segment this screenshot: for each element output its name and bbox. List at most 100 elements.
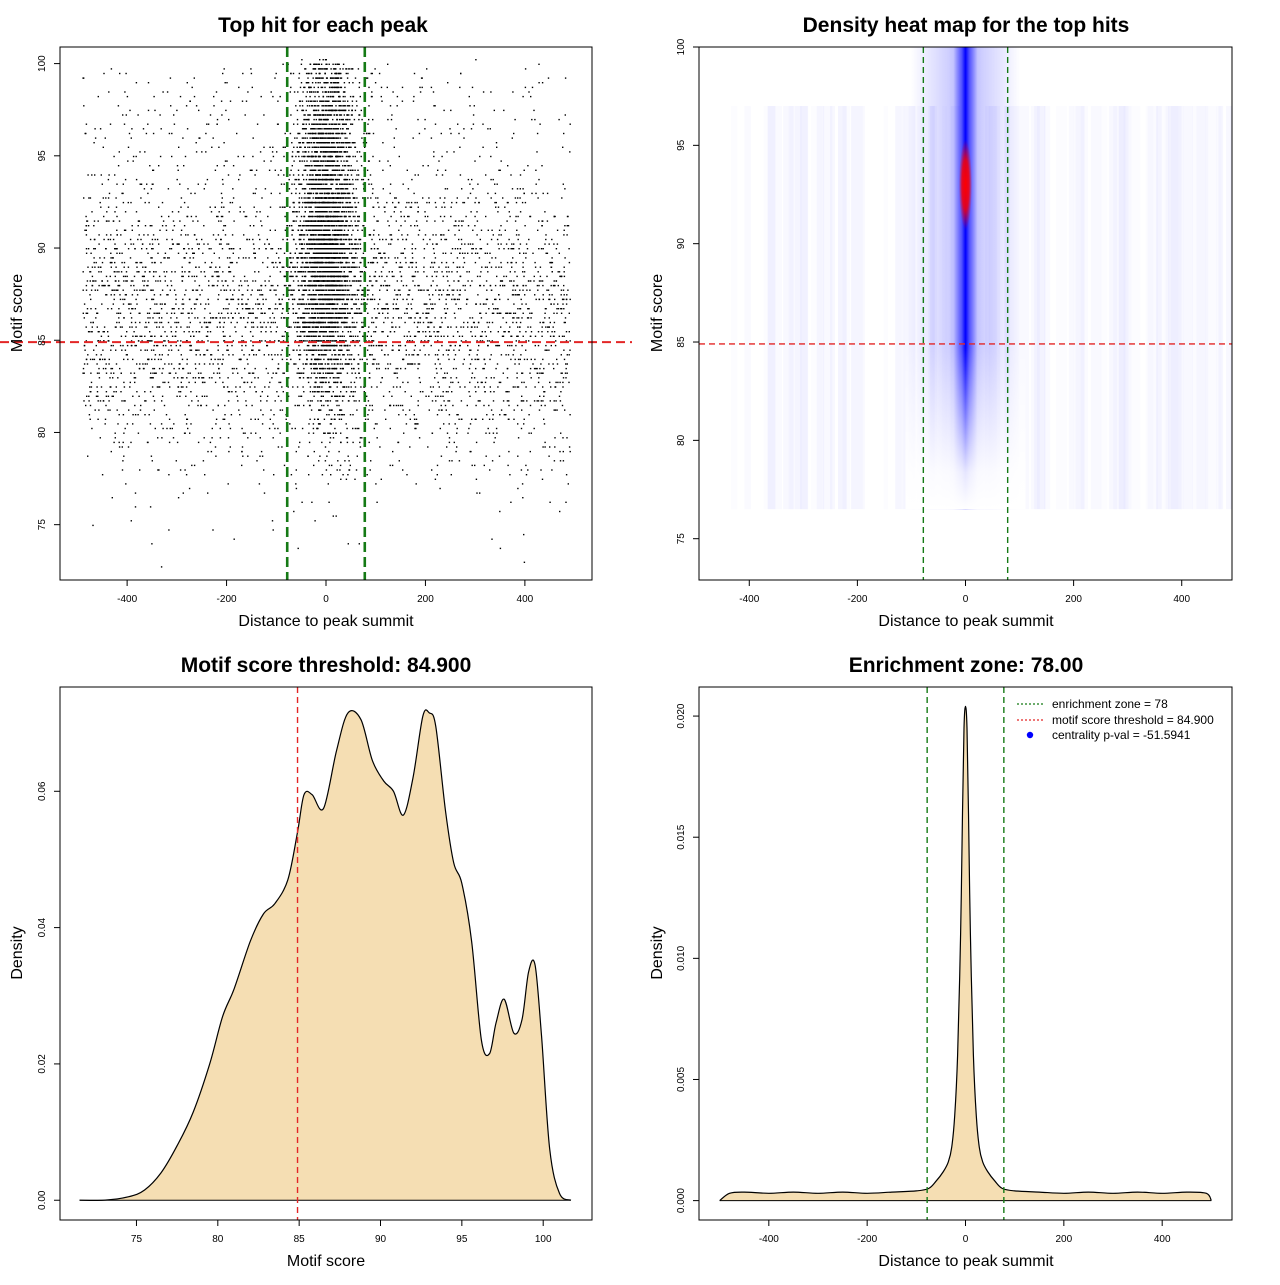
scatter-point: [390, 234, 393, 236]
scatter-point: [233, 289, 235, 291]
scatter-point: [502, 335, 504, 337]
scatter-point: [376, 501, 378, 503]
scatter-point: [209, 312, 211, 314]
scatter-point: [496, 146, 498, 148]
scatter-point: [487, 128, 489, 130]
scatter-point: [347, 206, 349, 208]
scatter-point: [442, 289, 445, 291]
scatter-point: [241, 335, 243, 337]
scatter-point: [395, 294, 397, 296]
scatter-point: [400, 275, 403, 278]
scatter-point: [238, 358, 240, 361]
scatter-point: [182, 137, 184, 139]
scatter-point: [548, 243, 550, 245]
scatter-point: [514, 358, 516, 361]
scatter-point: [475, 197, 477, 199]
scatter-point: [217, 404, 219, 407]
scatter-point: [448, 441, 451, 444]
scatter-point: [564, 317, 567, 319]
scatter-point: [381, 331, 383, 333]
scatter-point: [278, 257, 280, 259]
scatter-point: [478, 344, 480, 347]
scatter-point: [111, 395, 113, 397]
scatter-point: [513, 349, 515, 351]
scatter-point: [100, 271, 102, 273]
scatter-point: [99, 437, 101, 439]
scatter-point: [343, 123, 346, 125]
scatter-point: [506, 220, 508, 222]
scatter-point: [171, 132, 173, 135]
scatter-point: [181, 275, 183, 278]
scatter-point: [224, 414, 226, 416]
scatter-point: [530, 317, 532, 319]
scatter-point: [204, 381, 206, 384]
scatter-point: [277, 427, 279, 430]
scatter-point: [297, 174, 300, 176]
scatter-point: [367, 414, 369, 416]
scatter-point: [557, 303, 559, 305]
scatter-point: [371, 404, 373, 407]
scatter-point: [304, 340, 306, 342]
scatter-point: [522, 95, 524, 98]
scatter-point: [154, 354, 157, 356]
scatter-point: [355, 400, 357, 402]
scatter-point: [336, 257, 339, 259]
scatter-point: [114, 174, 116, 176]
scatter-point: [324, 109, 326, 112]
scatter-point: [207, 450, 209, 453]
scatter-point: [460, 308, 462, 310]
scatter-point: [290, 474, 293, 476]
scatter-point: [266, 344, 269, 347]
scatter-point: [368, 86, 370, 89]
scatter-point: [389, 192, 391, 195]
scatter-point: [265, 298, 267, 301]
scatter-point: [517, 215, 519, 218]
scatter-point: [350, 363, 353, 365]
scatter-point: [132, 414, 134, 416]
scatter-point: [226, 349, 228, 351]
scatter-point: [334, 427, 336, 430]
scatter-point: [381, 275, 383, 278]
scatter-point: [398, 229, 400, 231]
scatter-point: [133, 331, 135, 333]
scatter-point: [217, 349, 219, 351]
scatter-point: [336, 386, 338, 388]
scatter-point: [103, 331, 105, 333]
scatter-point: [284, 229, 287, 231]
scatter-point: [434, 478, 437, 480]
scatter-point: [187, 312, 189, 314]
scatter-point: [466, 298, 469, 301]
scatter-point: [325, 192, 328, 195]
scatter-point: [203, 317, 206, 319]
scatter-point: [241, 427, 243, 430]
scatter-point: [300, 252, 302, 254]
scatter-point: [83, 344, 86, 347]
scatter-point: [129, 257, 132, 259]
scatter-point: [533, 109, 535, 112]
scatter-point: [255, 391, 257, 393]
scatter-point: [224, 335, 226, 337]
scatter-point: [91, 427, 93, 430]
scatter-point: [167, 354, 169, 356]
scatter-point: [543, 367, 545, 370]
scatter-point: [354, 206, 356, 208]
scatter-point: [344, 165, 347, 167]
scatter-point: [455, 377, 458, 379]
scatter-point: [521, 344, 523, 347]
scatter-point: [158, 165, 160, 167]
scatter-point: [470, 450, 472, 453]
scatter-point: [180, 340, 182, 342]
scatter-point: [295, 483, 297, 485]
scatter-point: [458, 298, 460, 301]
scatter-point: [408, 409, 411, 411]
scatter-point: [151, 358, 153, 361]
scatter-point: [535, 192, 537, 195]
scatter-point: [225, 109, 227, 112]
scatter-point: [97, 340, 99, 342]
scatter-point: [567, 483, 569, 485]
scatter-point: [386, 261, 388, 264]
scatter-point: [184, 469, 186, 471]
scatter-point: [444, 197, 446, 199]
scatter-point: [489, 252, 491, 254]
scatter-point: [250, 418, 252, 420]
